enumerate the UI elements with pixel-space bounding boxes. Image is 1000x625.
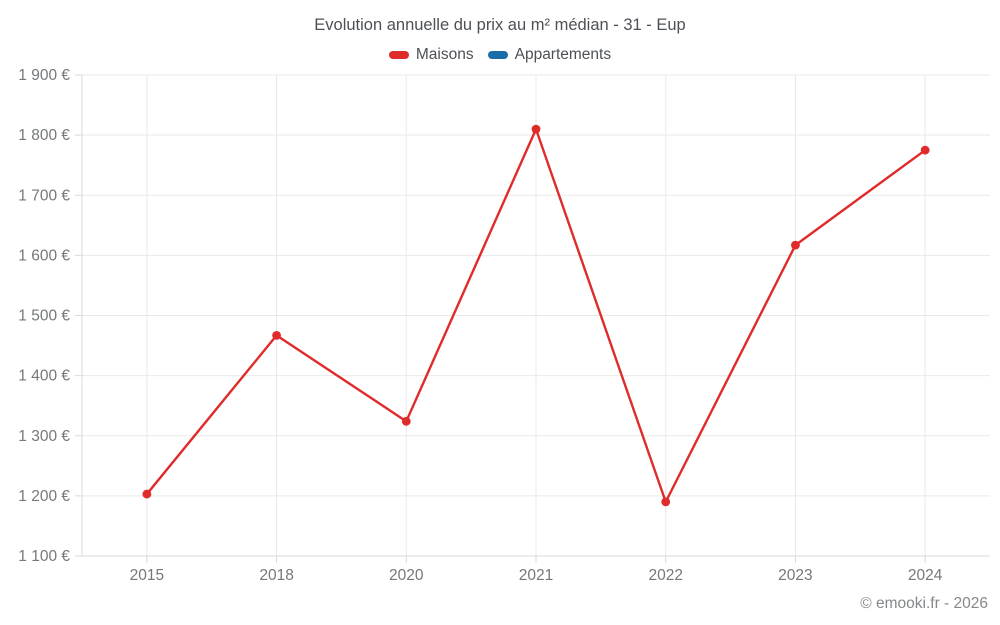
y-tick-label: 1 600 € <box>18 247 70 264</box>
y-tick-label: 1 500 € <box>18 308 70 325</box>
x-tick-label: 2023 <box>778 567 812 584</box>
x-tick-label: 2024 <box>908 567 943 584</box>
chart-title: Evolution annuelle du prix au m² médian … <box>314 16 686 34</box>
y-tick-label: 1 800 € <box>18 127 70 144</box>
data-point-maisons <box>142 489 152 499</box>
y-tick-label: 1 200 € <box>18 488 70 505</box>
legend-label: Maisons <box>415 46 474 63</box>
x-tick-label: 2015 <box>130 567 164 584</box>
legend-swatch-icon <box>487 51 508 59</box>
y-tick-label: 1 100 € <box>18 548 70 565</box>
data-point-maisons <box>661 497 671 507</box>
x-tick-label: 2022 <box>648 567 682 584</box>
legend-item-maisons[interactable]: Maisons <box>388 46 474 64</box>
y-tick-label: 1 900 € <box>18 67 70 84</box>
x-tick-label: 2020 <box>389 567 424 584</box>
copyright-text: © emooki.fr - 2026 <box>860 595 988 612</box>
legend-label: Appartements <box>514 46 612 63</box>
legend: Maisons Appartements <box>0 46 1000 64</box>
data-point-maisons <box>401 416 411 426</box>
legend-swatch-icon <box>388 51 409 59</box>
data-point-maisons <box>920 145 930 155</box>
y-tick-label: 1 700 € <box>18 187 70 204</box>
legend-item-appartements[interactable]: Appartements <box>487 46 612 64</box>
data-point-maisons <box>531 124 541 134</box>
y-tick-label: 1 400 € <box>18 368 70 385</box>
x-tick-label: 2018 <box>259 567 293 584</box>
x-tick-label: 2021 <box>519 567 553 584</box>
data-point-maisons <box>791 240 800 250</box>
data-point-maisons <box>272 330 281 340</box>
y-tick-label: 1 300 € <box>18 428 70 445</box>
